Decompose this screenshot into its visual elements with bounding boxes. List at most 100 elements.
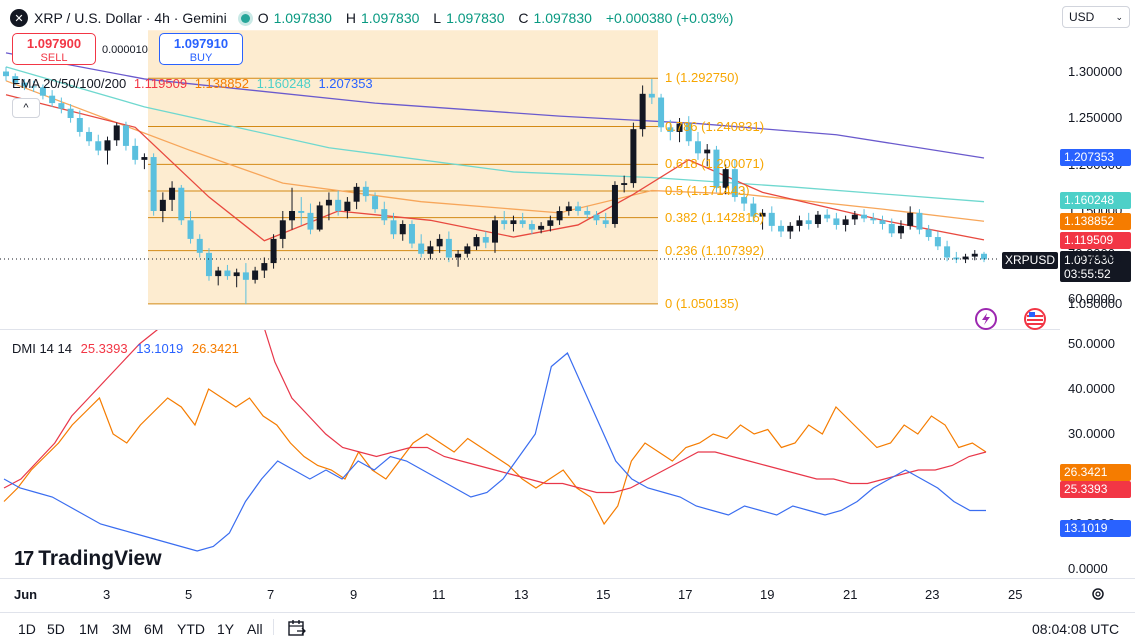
dmi-legend[interactable]: DMI 14 14 25.3393 13.1019 26.3421 — [12, 341, 244, 356]
timeframe-1m[interactable]: 1M — [79, 621, 99, 637]
adx-value: 13.1019 — [136, 341, 184, 356]
candle-body — [861, 214, 868, 219]
candle-body — [455, 253, 462, 258]
candle-body — [501, 220, 508, 225]
dmi-legend-label: DMI 14 14 — [12, 341, 72, 356]
dmi-plus-orange-line — [3, 388, 987, 526]
timeframe-5d[interactable]: 5D — [47, 621, 65, 637]
tradingview-logo[interactable]: 17 TradingView — [14, 547, 162, 570]
market-status-icon[interactable] — [240, 13, 250, 23]
candle-body — [575, 206, 582, 211]
chart-settings-gear-icon[interactable] — [1090, 586, 1106, 607]
tradingview-mark-icon: 17 — [14, 547, 34, 570]
dmi-chart[interactable] — [0, 330, 1060, 578]
candle-body — [372, 196, 379, 210]
candle-body — [907, 212, 914, 226]
currency-select[interactable]: USD ⌄ — [1062, 6, 1130, 28]
candle-body — [778, 225, 785, 232]
candle-body — [897, 225, 904, 234]
candle-body — [934, 237, 941, 247]
candle-body — [842, 219, 849, 225]
us-flag-icon[interactable] — [1022, 306, 1048, 332]
candle-body — [805, 220, 812, 225]
price-axis-label: 1.250000 — [1068, 110, 1123, 125]
price-axis-label: 1.050000 — [1068, 296, 1123, 311]
ema200-value: 1.207353 — [318, 76, 373, 91]
timeframe-all[interactable]: All — [247, 621, 263, 637]
candle-body — [252, 270, 259, 280]
lightning-icon[interactable] — [973, 306, 999, 332]
candle-body — [261, 263, 268, 271]
candle-body — [325, 199, 332, 206]
collapse-legend-button[interactable]: ^ — [12, 98, 40, 118]
price-chart[interactable] — [0, 0, 1060, 330]
symbol-price-tag: XRPUSD — [1002, 252, 1058, 269]
candle-body — [362, 186, 369, 197]
candle-body — [741, 197, 748, 204]
time-axis-label: Jun — [14, 587, 38, 602]
symbol-header: ✕ XRP / U.S. Dollar · 4h · Gemini O 1.097… — [10, 7, 738, 29]
date-range-calendar-icon[interactable] — [287, 619, 307, 640]
dmi-value-tag: 13.1019 — [1060, 520, 1131, 537]
candle-body — [335, 199, 342, 211]
candle-body — [639, 93, 646, 130]
candle-body — [381, 209, 388, 221]
candle-body — [787, 225, 794, 232]
candle-body — [464, 246, 471, 254]
candle-body — [731, 169, 738, 198]
sell-button[interactable]: 1.097900 SELL — [12, 33, 96, 65]
timeframe-3m[interactable]: 3M — [112, 621, 132, 637]
candle-body — [445, 238, 452, 258]
candle-body — [482, 237, 489, 243]
candle-body — [39, 87, 46, 96]
candle-body — [215, 270, 222, 277]
ema200-line — [5, 52, 985, 159]
timeframe-1d[interactable]: 1D — [18, 621, 36, 637]
dmi-value-tag: 26.3421 — [1060, 464, 1131, 481]
time-axis-label: 11 — [432, 587, 446, 602]
candle-body — [76, 118, 83, 132]
candle-body — [104, 140, 111, 151]
buy-button[interactable]: 1.097910 BUY — [159, 33, 243, 65]
chevron-down-icon: ⌄ — [1115, 12, 1123, 22]
candle-body — [122, 125, 129, 146]
utc-clock[interactable]: 08:04:08 UTC — [1032, 621, 1120, 637]
candle-body — [547, 220, 554, 226]
candle-body — [824, 214, 831, 219]
candle-body — [492, 220, 498, 243]
time-axis-label: 25 — [1008, 587, 1023, 602]
candle-body — [187, 220, 194, 239]
candle-body — [916, 212, 923, 230]
spread-value: 0.000010 — [102, 44, 148, 56]
ema-legend[interactable]: EMA 20/50/100/200 1.119509 1.138852 1.16… — [12, 76, 377, 91]
dmi-value-tag: 25.3393 — [1060, 481, 1131, 498]
timeframe-6m[interactable]: 6M — [144, 621, 164, 637]
candle-body — [593, 214, 600, 221]
pane-divider[interactable] — [0, 329, 1060, 330]
candle-body — [270, 238, 277, 264]
candle-body — [113, 125, 120, 141]
symbol-title[interactable]: XRP / U.S. Dollar · 4h · Gemini — [34, 10, 227, 26]
candle-body — [888, 224, 895, 234]
time-axis-line — [0, 578, 1135, 579]
candle-body — [768, 212, 775, 226]
dmi-axis-label: 40.0000 — [1068, 381, 1115, 396]
timeframe-1y[interactable]: 1Y — [217, 621, 235, 637]
candle-body — [399, 224, 406, 235]
candle-body — [307, 212, 314, 230]
time-axis-label: 9 — [350, 587, 358, 602]
dmi-minus-red-line — [3, 330, 987, 494]
candle-body — [242, 272, 249, 280]
ohlc-readout: O 1.097830 H 1.097830 L 1.097830 C 1.097830 … — [257, 10, 734, 26]
candle-body — [602, 220, 609, 225]
candle-body — [418, 243, 425, 254]
candle-body — [648, 93, 655, 98]
timeframe-ytd[interactable]: YTD — [177, 621, 205, 637]
candle-body — [556, 211, 563, 221]
candle-body — [833, 218, 840, 225]
ema50-value: 1.138852 — [194, 76, 249, 91]
dmi-minus-value: 25.3393 — [80, 341, 128, 356]
candle-body — [611, 184, 618, 225]
candle-body — [86, 131, 93, 142]
fib-level-label: 1 (1.292750) — [665, 70, 739, 86]
